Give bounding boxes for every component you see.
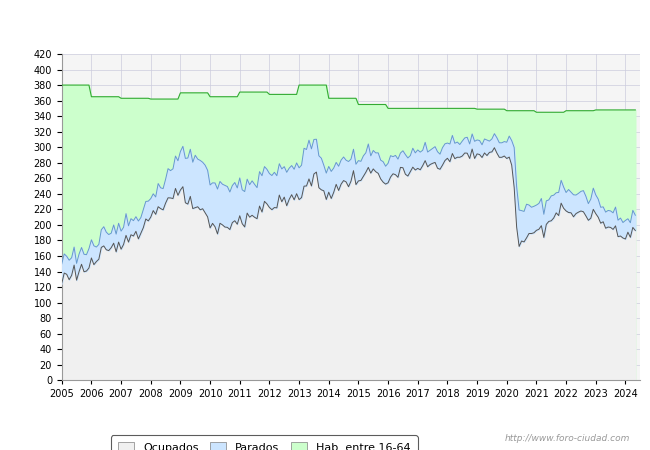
Text: Los Santos - Evolucion de la poblacion en edad de Trabajar Mayo de 2024: Los Santos - Evolucion de la poblacion e… xyxy=(79,17,571,30)
Text: http://www.foro-ciudad.com: http://www.foro-ciudad.com xyxy=(505,434,630,443)
Legend: Ocupados, Parados, Hab. entre 16-64: Ocupados, Parados, Hab. entre 16-64 xyxy=(111,436,417,450)
